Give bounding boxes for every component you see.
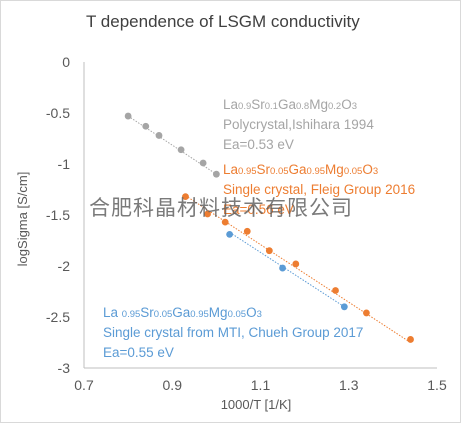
data-point-gray xyxy=(142,122,150,130)
y-tick-label: -2 xyxy=(58,258,71,274)
formula-element: Ga xyxy=(278,97,297,112)
data-point-gray xyxy=(199,159,207,167)
annotation-description: Polycrystal,Ishihara 1994 xyxy=(223,117,374,132)
data-point-gray xyxy=(155,132,163,139)
data-point-orange xyxy=(407,336,414,343)
data-point-orange xyxy=(332,287,339,294)
data-point-blue xyxy=(279,264,286,272)
data-point-orange xyxy=(204,210,211,218)
data-points xyxy=(124,112,414,343)
annotation-description: Single crystal from MTI, Chueh Group 201… xyxy=(103,325,363,340)
formula-element: Sr xyxy=(140,305,154,320)
data-point-orange xyxy=(363,309,370,317)
y-tick-label: -0.5 xyxy=(46,105,70,121)
data-point-orange xyxy=(221,218,229,226)
data-point-blue xyxy=(340,303,348,311)
x-tick-label: 0.7 xyxy=(74,377,94,393)
data-point-blue xyxy=(226,230,234,238)
annotation-formula: La 0.95Sr0.05Ga0.95Mg0.05O3 xyxy=(103,305,262,320)
formula-subscript: 0.05 xyxy=(270,166,289,177)
x-tick-label: 0.9 xyxy=(163,377,183,393)
formula-element: La xyxy=(103,305,122,320)
formula-subscript: 0.2 xyxy=(328,101,341,112)
annotation-description: Single crystal, Fleig Group 2016 xyxy=(223,182,415,197)
x-tick-label: 1.3 xyxy=(339,377,359,393)
formula-subscript: 0.05 xyxy=(228,309,247,320)
formula-element: O xyxy=(341,97,352,112)
annotation-formula: La0.9Sr0.1Ga0.8Mg0.2O3 xyxy=(223,97,357,112)
chart-title: T dependence of LSGM conductivity xyxy=(86,12,360,31)
watermark: 合肥科晶材料技术有限公司 xyxy=(89,196,353,220)
formula-element: O xyxy=(362,162,373,177)
formula-element: Sr xyxy=(251,97,265,112)
y-tick-label: -1 xyxy=(58,156,71,172)
annotation-activation-energy: Ea=0.56 eV xyxy=(223,202,294,217)
formula-subscript: 0.05 xyxy=(344,166,363,177)
formula-subscript: 0.95 xyxy=(190,309,209,320)
data-point-gray xyxy=(212,170,220,178)
formula-element: Mg xyxy=(209,305,228,320)
formula-element: Mg xyxy=(309,97,328,112)
formula-element: La xyxy=(223,97,239,112)
formula-subscript: 0.1 xyxy=(265,101,278,112)
data-point-orange xyxy=(182,193,189,201)
y-tick-label: -1.5 xyxy=(46,207,70,223)
formula-element: Ga xyxy=(289,162,308,177)
annotation-activation-energy: Ea=0.55 eV xyxy=(103,345,174,360)
axes: 0.7 0.9 1.1 1.3 1.5 0 -0.5 -1 -1.5 -2 -2.5 -3 xyxy=(46,54,447,393)
y-tick-label: -3 xyxy=(58,360,71,376)
formula-subscript: 0.8 xyxy=(296,101,309,112)
formula-subscript: 0.9 xyxy=(238,101,251,112)
formula-subscript: 0.95 xyxy=(307,166,326,177)
formula-element: La xyxy=(223,162,239,177)
formula-element: Mg xyxy=(325,162,344,177)
formula-subscript: 0.95 xyxy=(238,166,257,177)
formula-subscript: 3 xyxy=(257,309,262,320)
data-point-gray xyxy=(124,112,132,120)
y-axis-title: logSigma [S/cm] xyxy=(15,172,30,267)
formula-subscript: 0.05 xyxy=(154,309,173,320)
data-point-orange xyxy=(265,247,273,255)
formula-element: Sr xyxy=(257,162,271,177)
data-point-orange xyxy=(243,227,251,235)
formula-subscript: 0.95 xyxy=(122,309,141,320)
x-axis-title: 1000/T [1/K] xyxy=(221,397,292,412)
y-tick-label: 0 xyxy=(62,54,70,70)
trendline-blue xyxy=(229,231,345,308)
formula-element: O xyxy=(246,305,257,320)
formula-subscript: 3 xyxy=(373,166,378,177)
data-point-gray xyxy=(177,146,185,154)
annotations: La0.9Sr0.1Ga0.8Mg0.2O3Polycrystal,Ishiha… xyxy=(103,97,415,360)
y-tick-label: -2.5 xyxy=(46,309,70,325)
formula-element: Ga xyxy=(172,305,191,320)
annotation-activation-energy: Ea=0.53 eV xyxy=(223,137,294,152)
x-tick-label: 1.1 xyxy=(251,377,271,393)
data-point-orange xyxy=(292,260,300,268)
formula-subscript: 3 xyxy=(352,101,357,112)
x-tick-label: 1.5 xyxy=(427,377,447,393)
annotation-formula: La0.95Sr0.05Ga0.95Mg0.05O3 xyxy=(223,162,378,177)
